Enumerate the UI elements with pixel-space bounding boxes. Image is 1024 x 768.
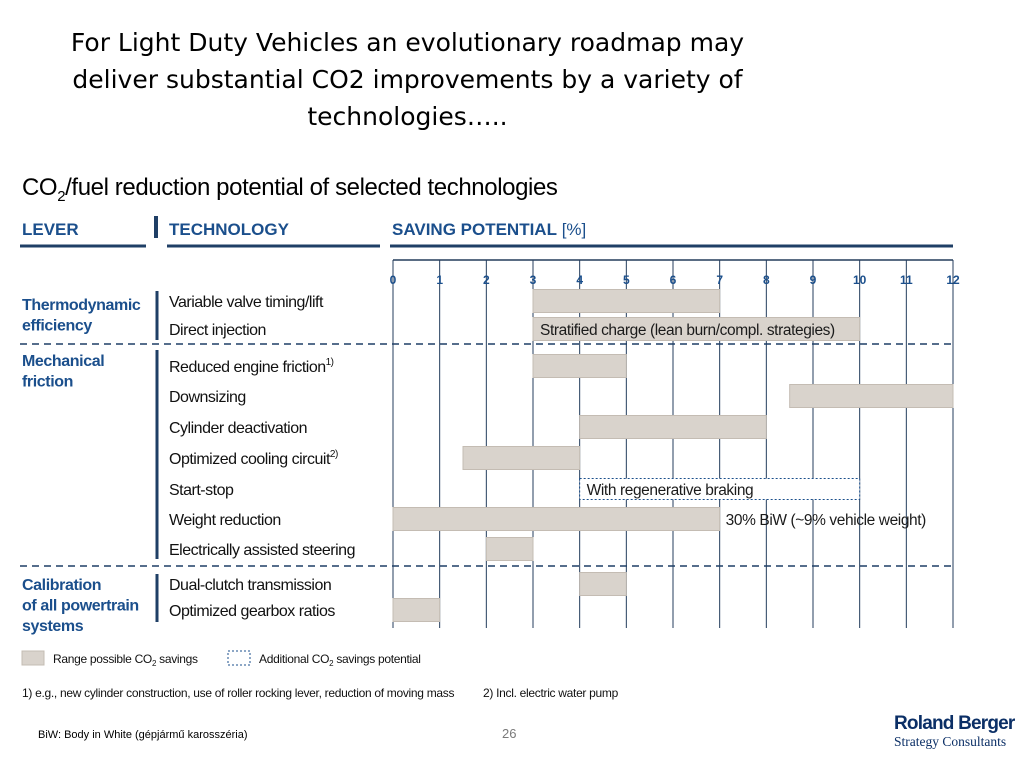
chart-title: CO2/fuel reduction potential of selected… (22, 174, 558, 205)
range-bar (579, 415, 767, 439)
technology-label: Weight reduction (169, 512, 281, 529)
x-tick-label-1: 1 (436, 273, 443, 287)
chart-title-part: /fuel reduction potential of selected te… (65, 174, 558, 201)
technology-label: Direct injection (169, 322, 266, 339)
legend-additional-co: CO (312, 652, 329, 666)
additional-potential-bar (579, 478, 861, 500)
x-tick-label-6: 6 (670, 273, 677, 287)
legend-range-label: Range possible CO2 savings (53, 652, 198, 668)
legend-range-swatch (21, 650, 45, 666)
range-bar (485, 537, 534, 561)
legend-additional-swatch (227, 650, 251, 666)
chart-title-subscript: 2 (57, 188, 65, 205)
technology-label: Downsizing (169, 389, 246, 406)
range-bar (532, 289, 721, 313)
range-bar (532, 317, 861, 341)
lever-label: Thermodynamic (22, 297, 141, 314)
bar-label: Stratified charge (lean burn/compl. stra… (540, 322, 835, 339)
logo-line1: Roland Berger (894, 713, 1015, 734)
page-number: 26 (502, 726, 517, 741)
x-tick-label-8: 8 (763, 273, 770, 287)
roland-berger-logo: Roland Berger Strategy Consultants (894, 713, 1024, 750)
chart-title-part: CO (22, 174, 57, 201)
lever-label: efficiency (22, 318, 92, 335)
bar-annotation: 30% BiW (~9% vehicle weight) (726, 512, 927, 529)
column-header-lever: LEVER (22, 220, 79, 239)
range-bar (532, 354, 627, 378)
lever-label: Calibration (22, 577, 101, 594)
technology-footnote-mark: 2) (330, 449, 338, 460)
column-header-saving-unit: [%] (557, 220, 586, 239)
legend-range-subscript: 2 (152, 659, 157, 668)
technology-label: Start-stop (169, 482, 234, 499)
legend-range-after: savings (156, 652, 198, 666)
column-header-saving: SAVING POTENTIAL [%] (392, 220, 586, 239)
range-bar (392, 507, 721, 531)
legend-additional-label: Additional CO2 savings potential (259, 652, 421, 668)
range-bar (392, 598, 441, 622)
x-tick-label-0: 0 (390, 273, 397, 287)
lever-label: of all powertrain (22, 598, 139, 615)
legend-additional-subscript: 2 (329, 659, 334, 668)
chart-footnote-2: 2) Incl. electric water pump (483, 686, 619, 700)
x-tick-label-3: 3 (530, 273, 537, 287)
column-header-technology: TECHNOLOGY (169, 220, 290, 239)
lever-label: systems (22, 618, 84, 635)
technology-label: Electrically assisted steering (169, 542, 355, 559)
logo-line2: Strategy Consultants (894, 734, 1007, 749)
x-tick-label-9: 9 (810, 273, 817, 287)
x-tick-label-4: 4 (576, 273, 583, 287)
technology-label: Optimized gearbox ratios (169, 603, 335, 620)
bar-label: With regenerative braking (587, 482, 754, 499)
technology-label: Dual-clutch transmission (169, 577, 331, 594)
chart-footnote-1: 1) e.g., new cylinder construction, use … (22, 686, 454, 700)
x-tick-label-11: 11 (900, 273, 913, 287)
x-tick-label-2: 2 (483, 273, 490, 287)
legend-additional-after: savings potential (333, 652, 420, 666)
x-tick-label-7: 7 (716, 273, 723, 287)
range-bar (579, 572, 627, 596)
x-tick-label-10: 10 (853, 273, 867, 287)
slide-title: For Light Duty Vehicles an evolutionary … (70, 28, 745, 131)
lever-label: Mechanical (22, 353, 104, 370)
technology-footnote-mark: 1) (326, 357, 334, 368)
legend-range-co: CO (135, 652, 152, 666)
technology-label: Optimized cooling circuit2) (169, 449, 338, 468)
technology-label: Variable valve timing/lift (169, 294, 324, 311)
range-bar (462, 446, 581, 470)
x-tick-label-5: 5 (623, 273, 630, 287)
technology-label: Reduced engine friction1) (169, 357, 334, 376)
x-tick-label-12: 12 (946, 273, 960, 287)
lever-label: friction (22, 374, 73, 391)
technology-label: Cylinder deactivation (169, 420, 307, 437)
range-bar (789, 384, 954, 408)
biw-footnote: BiW: Body in White (gépjármű karosszéria… (38, 729, 248, 741)
